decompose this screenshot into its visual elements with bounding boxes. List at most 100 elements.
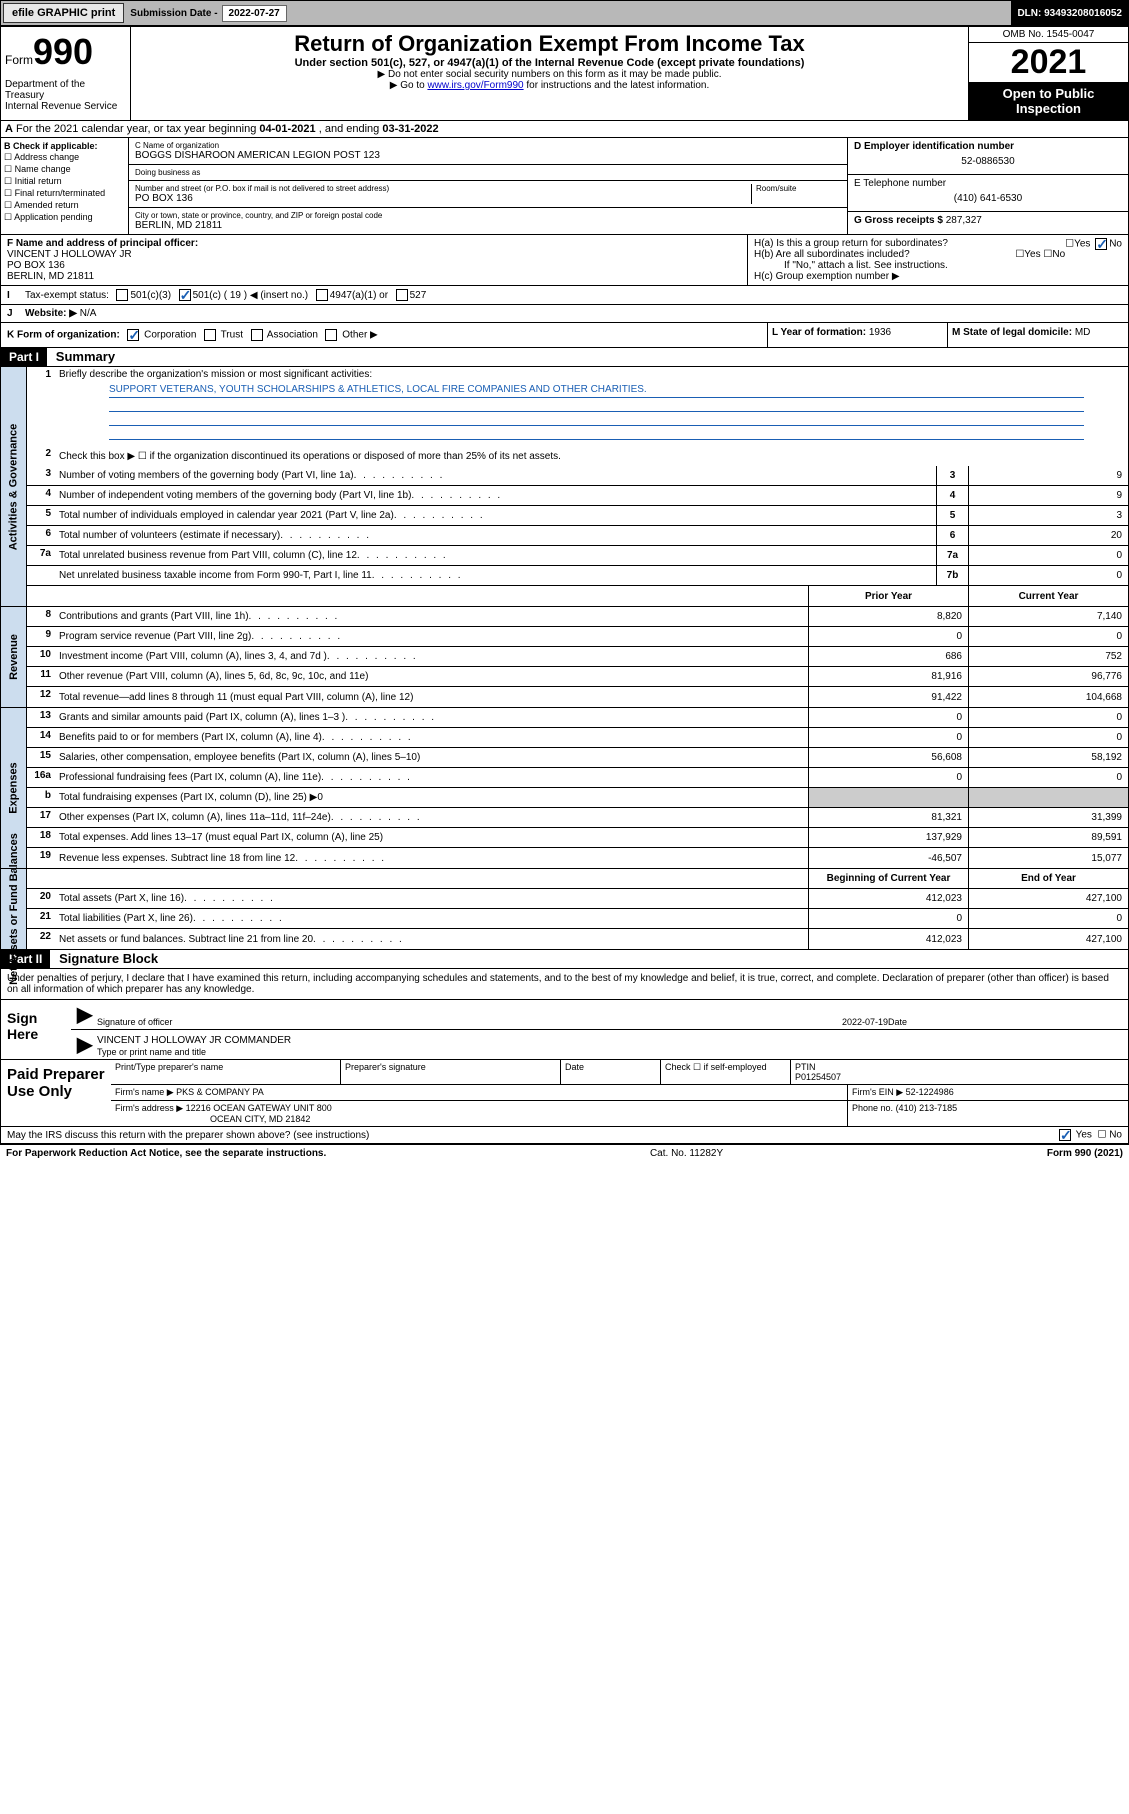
ha-no-check [1095,238,1107,250]
tax-year-begin: 04-01-2021 [259,123,315,135]
note-link: ▶ Go to www.irs.gov/Form990 for instruct… [139,80,960,91]
chk-other[interactable] [325,329,337,341]
col-eoy: End of Year [968,869,1128,888]
prep-selfemp: Check ☐ if self-employed [661,1060,791,1084]
line19-curr: 15,077 [968,848,1128,868]
col-h-group: H(a) Is this a group return for subordin… [748,235,1128,285]
part1-tag: Part I [1,348,47,366]
efile-print-button[interactable]: efile GRAPHIC print [3,3,124,23]
line5-val: 3 [968,506,1128,525]
line13-curr: 0 [968,708,1128,727]
chk-amended-return[interactable]: ☐ Amended return [4,200,125,211]
firm-addr1: 12216 OCEAN GATEWAY UNIT 800 [186,1103,332,1113]
irs-link[interactable]: www.irs.gov/Form990 [427,80,523,91]
cat-no: Cat. No. 11282Y [326,1148,1047,1159]
part2-title: Signature Block [53,951,158,966]
ein-label: D Employer identification number [854,141,1014,152]
line10-prior: 686 [808,647,968,666]
line3-box: 3 [936,466,968,485]
line16b-curr [968,788,1128,807]
dln: DLN: 93493208016052 [1011,1,1128,25]
chk-final-return[interactable]: ☐ Final return/terminated [4,188,125,199]
line18-prior: 137,929 [808,828,968,847]
line13-prior: 0 [808,708,968,727]
sign-here-label: Sign Here [1,1000,71,1059]
line4-desc: Number of independent voting members of … [59,490,411,501]
line12-desc: Total revenue—add lines 8 through 11 (mu… [59,692,413,703]
line20-desc: Total assets (Part X, line 16) [59,893,184,904]
dln-label: DLN: [1017,8,1041,19]
firm-name: PKS & COMPANY PA [176,1087,264,1097]
line7a-desc: Total unrelated business revenue from Pa… [59,550,357,561]
k-label: K Form of organization: [7,330,120,341]
tax-year-end: 03-31-2022 [382,123,438,135]
line5-desc: Total number of individuals employed in … [59,510,394,521]
omb-number: OMB No. 1545-0047 [969,27,1128,43]
line15-curr: 58,192 [968,748,1128,767]
paid-preparer-block: Paid Preparer Use Only Print/Type prepar… [0,1060,1129,1127]
line17-desc: Other expenses (Part IX, column (A), lin… [59,812,331,823]
q1-label: Briefly describe the organization's miss… [59,369,372,380]
col-b-label: B Check if applicable: [4,141,98,151]
phone-label: E Telephone number [854,178,946,189]
col-m: M State of legal domicile: MD [948,323,1128,347]
chk-527[interactable] [396,289,408,301]
signature-declaration: Under penalties of perjury, I declare th… [0,969,1129,1000]
row-i-tax-status: I Tax-exempt status: 501(c)(3) 501(c) ( … [0,286,1129,305]
org-name-label: C Name of organization [135,141,841,150]
gross-value: 287,327 [946,215,982,226]
ein-value: 52-0886530 [854,152,1122,171]
gross-label: G Gross receipts $ [854,215,943,226]
officer-label: F Name and address of principal officer: [7,238,198,249]
chk-501c3[interactable] [116,289,128,301]
officer-signature-field[interactable]: Signature of officer [97,1005,842,1027]
section-governance: Activities & Governance 1 Briefly descri… [0,367,1129,607]
line10-desc: Investment income (Part VIII, column (A)… [59,651,327,662]
chk-initial-return[interactable]: ☐ Initial return [4,176,125,187]
row-a-pre: For the 2021 calendar year, or tax year … [16,123,259,135]
mission-box: SUPPORT VETERANS, YOUTH SCHOLARSHIPS & A… [59,380,1124,444]
line7b-box: 7b [936,566,968,585]
gross-cell: G Gross receipts $ 287,327 [848,212,1128,229]
firm-addr2: OCEAN CITY, MD 21842 [115,1114,310,1124]
irs-discuss-answer: Yes ☐ No [1057,1129,1122,1141]
line20-boy: 412,023 [808,889,968,908]
line9-prior: 0 [808,627,968,646]
line7b-val: 0 [968,566,1128,585]
line21-boy: 0 [808,909,968,928]
chk-address-change[interactable]: ☐ Address change [4,152,125,163]
line17-curr: 31,399 [968,808,1128,827]
irs-discuss-row: May the IRS discuss this return with the… [0,1127,1129,1144]
officer-addr2: BERLIN, MD 21811 [7,271,94,282]
line12-curr: 104,668 [968,687,1128,707]
part1-title: Summary [50,349,115,364]
line17-prior: 81,321 [808,808,968,827]
form-number: 990 [33,31,93,72]
chk-4947[interactable] [316,289,328,301]
street-value: PO BOX 136 [135,193,751,204]
line14-curr: 0 [968,728,1128,747]
line19-desc: Revenue less expenses. Subtract line 18 … [59,853,295,864]
chk-application-pending[interactable]: ☐ Application pending [4,212,125,223]
line18-desc: Total expenses. Add lines 13–17 (must eq… [59,832,383,843]
department: Department of the Treasury Internal Reve… [5,73,126,112]
city-label: City or town, state or province, country… [135,211,841,220]
line4-box: 4 [936,486,968,505]
chk-association[interactable] [251,329,263,341]
ptin-value: P01254507 [795,1072,841,1082]
vtab-governance: Activities & Governance [1,367,27,606]
chk-501c[interactable] [179,289,191,301]
chk-name-change[interactable]: ☐ Name change [4,164,125,175]
header-right: OMB No. 1545-0047 2021 Open to Public In… [968,27,1128,120]
firm-ein: 52-1224986 [906,1087,954,1097]
officer-addr1: PO BOX 136 [7,260,65,271]
firm-addr-cell: Firm's address ▶ 12216 OCEAN GATEWAY UNI… [111,1101,848,1126]
firm-phone-cell: Phone no. (410) 213-7185 [848,1101,1128,1126]
firm-ein-cell: Firm's EIN ▶ 52-1224986 [848,1085,1128,1100]
chk-trust[interactable] [204,329,216,341]
form-header: Form990 Department of the Treasury Inter… [0,26,1129,121]
line9-curr: 0 [968,627,1128,646]
chk-corporation[interactable] [127,329,139,341]
header-left: Form990 Department of the Treasury Inter… [1,27,131,120]
org-name-cell: C Name of organization BOGGS DISHAROON A… [129,138,847,165]
